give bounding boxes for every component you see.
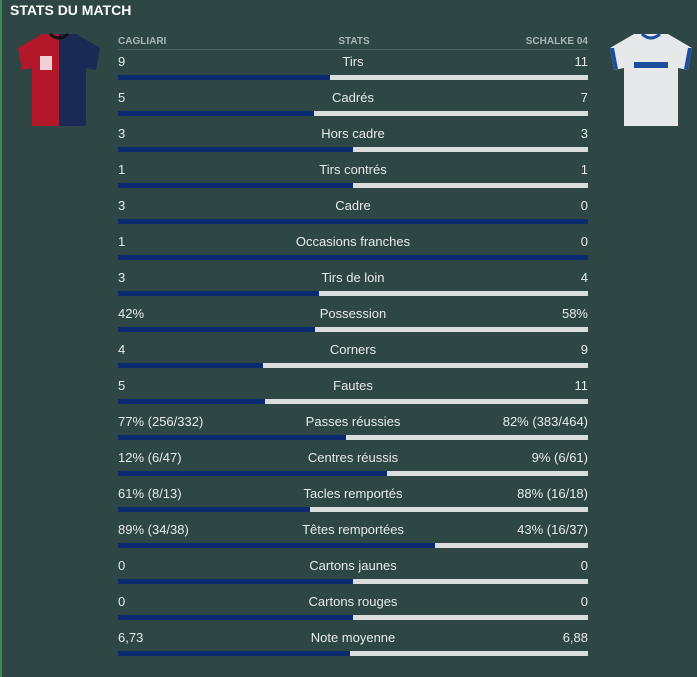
home-value: 0 [118,594,126,609]
away-value: 0 [580,198,588,213]
home-bar [118,111,314,116]
stat-label: Corners [329,342,377,357]
home-bar [118,507,311,512]
away-bar [264,399,588,404]
stat-label: Tirs [342,54,364,69]
home-value: 1 [118,234,126,249]
home-bar [118,75,330,80]
stat-label: Note moyenne [310,630,396,645]
away-bar [345,435,588,440]
away-kit [610,32,692,126]
away-value: 58% [561,306,588,321]
away-value: 3 [580,126,588,141]
away-value: 11 [574,378,589,393]
away-value: 82% (383/464) [502,414,588,429]
away-value: 0 [580,594,588,609]
home-value: 89% (34/38) [118,522,189,537]
away-value: 11 [574,54,589,69]
home-bar [118,471,387,476]
away-bar [315,327,588,332]
panel-title: STATS DU MATCH [10,2,132,18]
away-bar [353,183,588,188]
stat-label: Centres réussis [307,450,399,465]
stats-header: STATS [338,36,370,47]
home-value: 0 [118,558,126,573]
stat-label: Tirs contrés [319,162,387,177]
stat-label: Cartons rouges [308,594,398,609]
divider [118,49,588,50]
home-value: 9 [118,54,126,69]
stat-label: Hors cadre [321,126,385,141]
stat-label: Fautes [333,378,373,393]
away-bar [353,615,588,620]
away-bar [313,111,588,116]
home-bar [118,399,265,404]
away-value: 1 [580,162,588,177]
home-bar [118,651,351,656]
stat-label: Possession [319,306,387,321]
home-bar [118,219,588,224]
home-team: CAGLIARI [118,36,167,47]
away-bar [310,507,588,512]
away-value: 0 [580,558,588,573]
stat-label: Têtes remportées [302,522,404,537]
away-bar [319,291,588,296]
away-bar [434,543,588,548]
away-value: 6,88 [562,630,588,645]
home-value: 4 [118,342,126,357]
away-value: 7 [580,90,588,105]
away-team: SCHALKE 04 [525,36,588,47]
away-value: 4 [580,270,588,285]
away-bar [350,651,588,656]
away-bar [353,147,588,152]
away-value: 9 [580,342,588,357]
home-value: 3 [118,198,126,213]
home-bar [118,183,353,188]
home-value: 6,73 [118,630,144,645]
home-kit [18,32,100,126]
home-value: 12% (6/47) [118,450,182,465]
stat-label: Cadre [335,198,371,213]
away-bar [353,579,588,584]
stat-label: Passes réussies [305,414,401,429]
away-value: 88% (16/18) [517,486,588,501]
away-value: 0 [580,234,588,249]
home-value: 77% (256/332) [118,414,204,429]
home-bar [118,327,316,332]
home-bar [118,147,353,152]
home-value: 5 [118,90,126,105]
home-bar [118,255,588,260]
stat-label: Tirs de loin [321,270,385,285]
stat-label: Cartons jaunes [309,558,397,573]
stat-label: Occasions franches [295,234,411,249]
stat-label: Tacles remportés [303,486,403,501]
away-value: 43% (16/37) [517,522,588,537]
away-bar [386,471,588,476]
home-value: 5 [118,378,126,393]
home-bar [118,435,346,440]
away-bar [329,75,588,80]
home-value: 3 [118,126,126,141]
home-bar [118,363,263,368]
home-bar [118,291,320,296]
away-value: 9% (6/61) [531,450,588,465]
home-value: 61% (8/13) [118,486,182,501]
home-bar [118,543,435,548]
home-value: 42% [118,306,145,321]
home-value: 3 [118,270,126,285]
home-bar [118,579,353,584]
home-bar [118,615,353,620]
away-bar [262,363,588,368]
stat-label: Cadrés [332,90,374,105]
home-value: 1 [118,162,126,177]
